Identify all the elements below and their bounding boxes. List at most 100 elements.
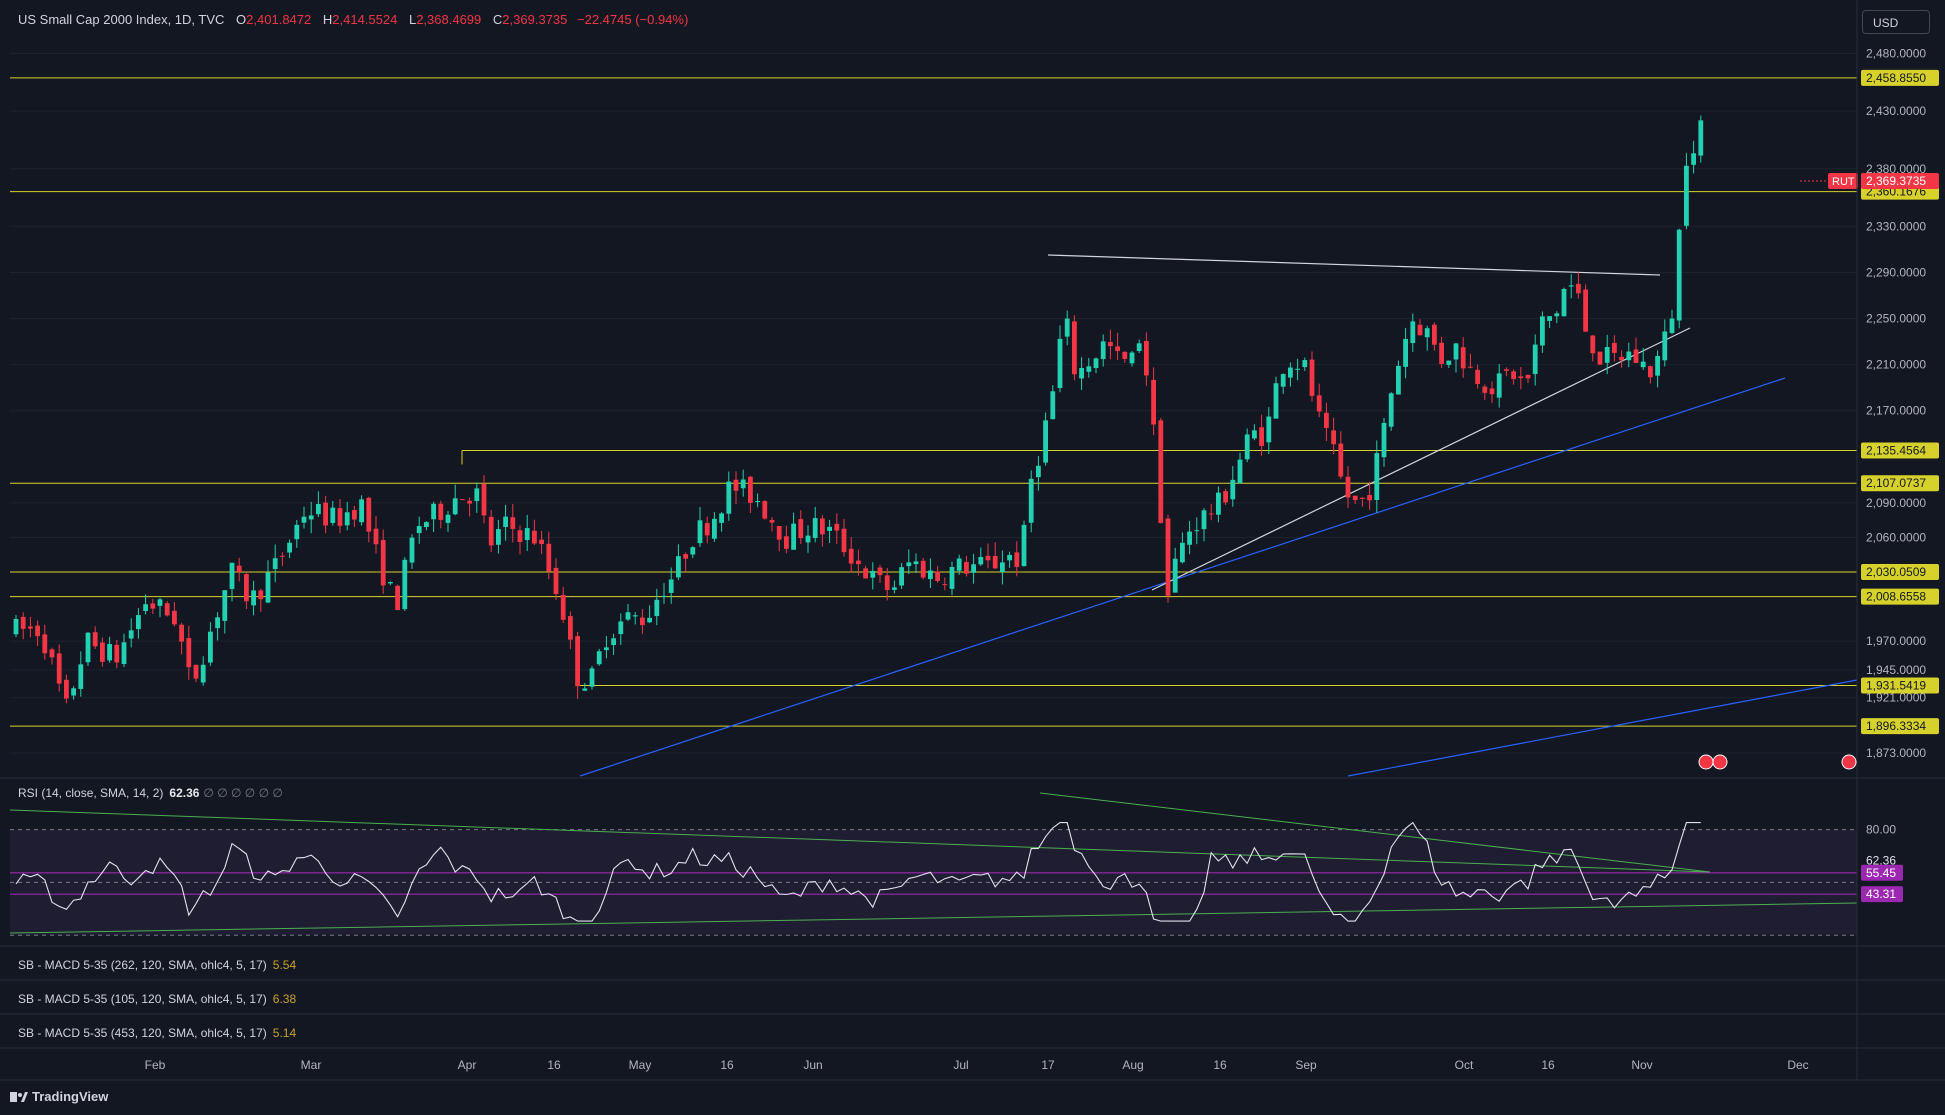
candle-body <box>452 498 458 515</box>
candle-body <box>92 632 98 647</box>
macd-legend-2[interactable]: SB - MACD 5-35 (105, 120, SMA, ohlc4, 5,… <box>18 992 296 1006</box>
candle-body <box>690 547 696 555</box>
candle-body <box>769 519 775 523</box>
candle-body <box>568 616 573 640</box>
candle-body <box>1208 513 1214 515</box>
candle-body <box>1057 338 1063 388</box>
candle-body <box>856 560 861 565</box>
candle-body <box>654 599 660 617</box>
candle-body <box>1165 518 1171 596</box>
level-badge-label: 2,030.0509 <box>1866 565 1926 579</box>
open-value: 2,401.8472 <box>246 12 312 27</box>
candle-body <box>193 664 199 679</box>
candle-body <box>1381 422 1387 458</box>
candle-body <box>1086 366 1092 372</box>
candle-body <box>647 617 652 623</box>
time-axis[interactable]: Feb Mar Apr 16 May 16 Jun Jul 17 Aug 16 Sep Oct 16 Nov… <box>145 1058 1809 1072</box>
candle-body <box>841 528 847 553</box>
candle-body <box>1475 369 1480 384</box>
tradingview-logo[interactable]: TradingView <box>10 1089 108 1104</box>
horizontal-levels <box>10 77 1857 727</box>
high-value: 2,414.5524 <box>332 12 398 27</box>
candle-body <box>13 618 19 635</box>
change-value: −22.4745 (−0.94%) <box>577 12 689 27</box>
candle-body <box>287 542 292 553</box>
rsi-badge <box>1861 864 1903 881</box>
candle-body <box>632 615 638 617</box>
macd-legend-3[interactable]: SB - MACD 5-35 (453, 120, SMA, ohlc4, 5,… <box>18 1026 296 1040</box>
level-badge <box>1861 442 1939 459</box>
macd-value: 6.38 <box>272 992 297 1006</box>
symbol-badge <box>1828 172 1858 189</box>
candle-body <box>978 556 984 565</box>
candle-body <box>1662 331 1668 361</box>
candle-body <box>1554 313 1560 317</box>
candle-body <box>1568 285 1574 287</box>
candle-body <box>265 572 271 603</box>
candle-body <box>1576 283 1581 294</box>
candle-body <box>863 568 868 579</box>
macd-value: 5.14 <box>272 1026 297 1040</box>
candle-body <box>928 570 933 580</box>
candle-body <box>1180 542 1185 563</box>
candle-body <box>373 528 379 545</box>
rsi-legend[interactable]: RSI (14, close, SMA, 14, 2) 62.36 ∅ ∅ ∅ ∅ … <box>18 786 283 800</box>
candle-body <box>438 503 444 520</box>
candle-body <box>236 565 242 572</box>
rsi-trend-line <box>9 902 1858 934</box>
candle-body <box>128 630 134 639</box>
rsi-tick-label: 80.00 <box>1866 823 1896 837</box>
candle-body <box>971 564 976 573</box>
price-grid <box>10 53 1857 754</box>
candle-body <box>172 610 177 625</box>
candle-body <box>870 570 876 578</box>
candle-body <box>748 476 753 503</box>
close-value: 2,369.3735 <box>502 12 568 27</box>
candle-body <box>1547 316 1552 321</box>
candle-body <box>1252 430 1257 439</box>
currency-button[interactable]: USD <box>1862 10 1930 34</box>
candle-body <box>481 484 487 516</box>
macd-legend-1[interactable]: SB - MACD 5-35 (262, 120, SMA, ohlc4, 5,… <box>18 958 296 972</box>
candle-body <box>352 509 357 520</box>
candle-body <box>294 524 300 540</box>
candle-body <box>1259 427 1264 446</box>
candle-body <box>1468 366 1473 368</box>
rsi-legend-value: 62.36 <box>169 786 200 800</box>
candle-body <box>1432 324 1437 345</box>
candle-body <box>539 539 544 545</box>
candle-body <box>1410 321 1416 344</box>
candle-body <box>107 644 112 661</box>
candle-body <box>1266 416 1272 443</box>
candle-body <box>229 562 235 589</box>
time-tick-label: 17 <box>1041 1058 1055 1072</box>
candle-body <box>560 594 566 620</box>
candle-body <box>589 668 595 687</box>
rsi-legend-label: RSI (14, close, SMA, 14, 2) <box>18 786 164 800</box>
candle-body <box>1158 420 1164 523</box>
symbol-legend[interactable]: US Small Cap 2000 Index, 1D, TVC O2,401.… <box>18 12 688 27</box>
macd-label: SB - MACD 5-35 (262, 120, SMA, ohlc4, 5,… <box>18 958 267 972</box>
candle-body <box>1446 360 1452 365</box>
candle-body <box>1007 554 1012 561</box>
rsi-badge-label: 55.45 <box>1866 866 1896 880</box>
candle-body <box>301 516 307 523</box>
price-axis[interactable]: 2,480.0000 2,430.0000 2,380.0000 2,330.0000… <box>1828 47 1939 760</box>
candle-body <box>776 526 782 540</box>
candle-body <box>35 625 40 637</box>
candle-body <box>1079 367 1084 379</box>
candle-body <box>920 560 926 578</box>
candle-body <box>1532 344 1538 375</box>
candle-body <box>1396 365 1401 395</box>
candle-body <box>1590 335 1596 354</box>
candle-body <box>906 562 912 567</box>
rsi-badge <box>1861 852 1903 869</box>
candle-body <box>467 500 472 504</box>
candle-body <box>1360 497 1365 499</box>
candle-body <box>575 636 580 687</box>
candle-body <box>625 612 631 620</box>
candle-body <box>1309 359 1315 396</box>
candle-body <box>661 595 667 597</box>
candle-body <box>136 615 141 630</box>
